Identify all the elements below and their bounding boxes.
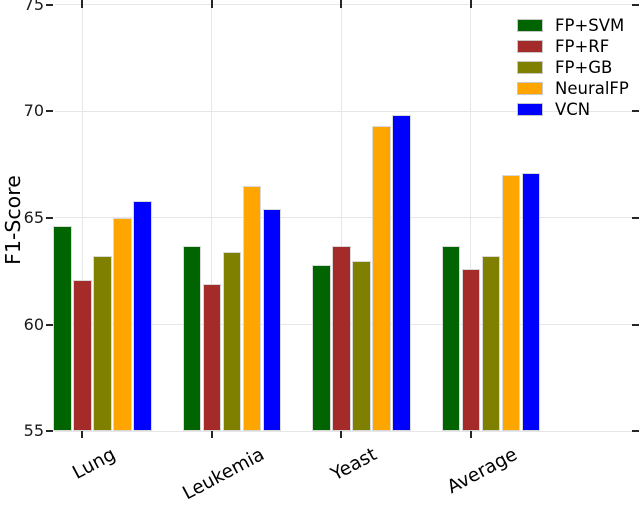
bar-fp-rf-average — [461, 269, 480, 432]
y-tick-label: 60 — [23, 314, 44, 334]
bar-fp-gb-yeast — [352, 260, 371, 432]
gridline-horizontal — [55, 217, 632, 219]
gridline-vertical — [81, 4, 83, 432]
bar-neuralfp-average — [501, 175, 520, 432]
y-tick-label: 70 — [23, 101, 44, 121]
gridline-vertical — [211, 4, 212, 432]
bar-neuralfp-yeast — [372, 126, 391, 432]
legend-label: FP+SVM — [555, 15, 625, 35]
bar-vcn-leukemia — [262, 209, 281, 432]
bar-fp-gb-lung — [93, 256, 112, 432]
bar-vcn-average — [521, 173, 540, 432]
x-tick-label: Leukemia — [179, 444, 268, 505]
x-tick-mark-top — [81, 0, 83, 8]
y-tick-mark-right — [632, 323, 639, 326]
y-tick-mark-left — [46, 110, 53, 113]
bar-fp-svm-lung — [53, 226, 72, 432]
legend-label: VCN — [555, 99, 591, 119]
legend-item: NeuralFP — [517, 78, 629, 98]
x-tick-mark-bottom — [81, 431, 83, 439]
x-tick-label: Lung — [69, 444, 120, 484]
x-tick-mark-bottom — [340, 431, 342, 439]
y-tick-mark-right — [632, 3, 639, 6]
x-tick-label: Yeast — [327, 444, 381, 486]
bar-fp-svm-leukemia — [182, 245, 201, 432]
legend-label: FP+GB — [555, 57, 613, 77]
bar-neuralfp-lung — [113, 217, 132, 432]
y-tick-mark-right — [632, 430, 639, 433]
y-tick-mark-left — [46, 3, 53, 6]
x-tick-mark-top — [340, 0, 342, 8]
gridline-horizontal — [55, 4, 632, 5]
bar-fp-rf-yeast — [332, 245, 351, 432]
legend-item: FP+SVM — [517, 15, 625, 35]
x-tick-label: Average — [444, 444, 522, 499]
y-tick-mark-left — [46, 430, 53, 433]
gridline-vertical — [340, 4, 342, 432]
legend-color-swatch-icon — [517, 40, 543, 54]
legend-item: FP+GB — [517, 57, 613, 77]
legend-color-swatch-icon — [517, 82, 543, 96]
gridline-vertical — [470, 4, 471, 432]
y-tick-mark-left — [46, 216, 53, 219]
legend-color-swatch-icon — [517, 19, 543, 32]
x-tick-mark-bottom — [210, 431, 213, 439]
bar-fp-svm-average — [441, 245, 460, 432]
bar-fp-rf-lung — [73, 279, 92, 432]
x-tick-mark-bottom — [469, 431, 472, 439]
bar-fp-rf-leukemia — [202, 284, 221, 432]
gridline-horizontal — [55, 430, 632, 432]
legend-item: FP+RF — [517, 36, 610, 56]
legend-color-swatch-icon — [517, 61, 543, 75]
y-tick-label: 75 — [23, 0, 44, 14]
legend-label: FP+RF — [555, 36, 610, 56]
legend-label: NeuralFP — [555, 78, 629, 98]
bar-fp-svm-yeast — [312, 264, 331, 432]
legend-color-swatch-icon — [517, 103, 543, 117]
y-tick-label: 65 — [23, 207, 44, 227]
bar-neuralfp-leukemia — [242, 185, 261, 432]
y-tick-mark-right — [632, 216, 639, 219]
bar-fp-gb-average — [481, 256, 500, 432]
x-tick-mark-top — [210, 0, 213, 8]
bar-vcn-yeast — [392, 115, 411, 432]
bar-vcn-lung — [133, 200, 152, 432]
bar-fp-gb-leukemia — [222, 252, 241, 432]
y-tick-label: 55 — [23, 421, 44, 441]
legend-item: VCN — [517, 99, 591, 119]
y-tick-mark-left — [46, 323, 53, 326]
y-tick-mark-right — [632, 110, 639, 113]
x-tick-mark-top — [469, 0, 472, 8]
gridline-horizontal — [55, 110, 632, 112]
